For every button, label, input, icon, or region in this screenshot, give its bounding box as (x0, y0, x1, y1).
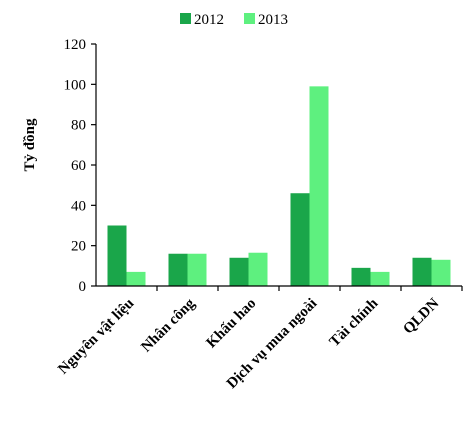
bar-2012 (107, 225, 127, 286)
legend: 2012 2013 (180, 12, 288, 28)
y-tick-label: 120 (64, 37, 87, 53)
y-tick-label: 100 (64, 77, 87, 93)
legend-swatch-2013 (244, 13, 255, 24)
bar-2012 (229, 257, 249, 286)
legend-swatch-2012 (180, 13, 191, 24)
x-category-label: Khấu hao (204, 296, 260, 352)
x-category-label: QLDN (400, 295, 442, 337)
bar-2012 (168, 253, 188, 286)
bar-2012 (351, 267, 371, 286)
bar-2013 (126, 271, 146, 286)
x-category-label: Nhân công (138, 295, 198, 355)
bar-2013 (431, 259, 451, 286)
y-tick-label: 0 (79, 279, 87, 295)
bar-2013 (309, 86, 329, 286)
y-tick-label: 80 (71, 118, 86, 134)
y-axis-ticks: 0 20 40 60 80 100 120 (64, 37, 96, 295)
x-category-label: Tài chính (327, 295, 382, 350)
y-tick-label: 40 (71, 198, 86, 214)
bar-2013 (248, 252, 268, 286)
bar-2013 (187, 253, 207, 286)
y-axis-title: Tỷ đồng (22, 118, 38, 171)
bars (107, 86, 451, 286)
axes (95, 44, 462, 287)
y-tick-label: 20 (71, 239, 86, 255)
bar-2012 (412, 257, 432, 286)
bar-2012 (290, 193, 310, 286)
y-tick-label: 60 (71, 158, 86, 174)
legend-label-2013: 2013 (258, 12, 288, 28)
bar-2013 (370, 271, 390, 286)
legend-label-2012: 2012 (194, 12, 224, 28)
x-category-label: Nguyên vật liệu (55, 296, 137, 378)
